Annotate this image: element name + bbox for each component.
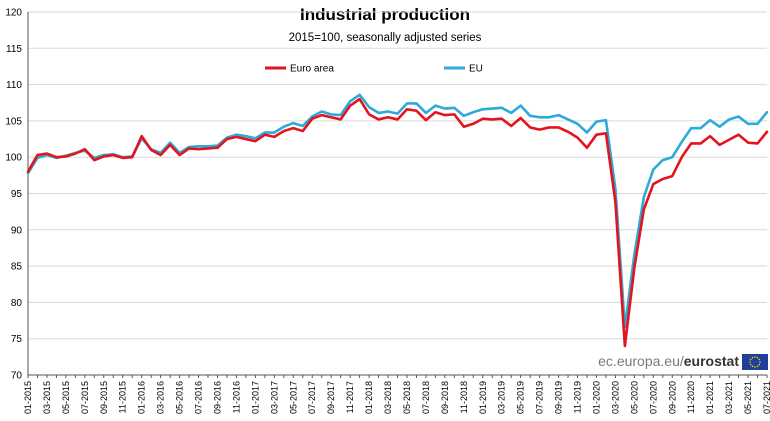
- x-tick-label: 05-2018: [402, 381, 412, 414]
- x-tick-label: 11-2017: [345, 381, 355, 413]
- legend-label-eu: EU: [469, 64, 483, 75]
- x-tick-label: 05-2020: [629, 381, 639, 414]
- x-tick-label: 01-2020: [591, 381, 601, 414]
- x-tick-label: 07-2016: [194, 381, 204, 414]
- x-tick-label: 09-2015: [99, 381, 109, 414]
- x-tick-label: 01-2016: [137, 381, 147, 414]
- x-tick-label: 01-2015: [23, 381, 33, 414]
- x-tick-label: 01-2021: [705, 381, 715, 414]
- x-tick-label: 01-2018: [364, 381, 374, 414]
- legend: Euro area EU: [265, 64, 483, 75]
- y-axis: 70 75 80 85 90 95 100 105 110 115 120: [5, 8, 29, 382]
- x-tick-label: 09-2017: [326, 381, 336, 414]
- x-tick-label: 11-2019: [573, 381, 583, 413]
- x-tick-label: 05-2021: [743, 381, 753, 414]
- x-tick-label: 07-2017: [307, 381, 317, 414]
- x-tick-label: 03-2017: [269, 381, 279, 414]
- x-tick-label: 07-2015: [80, 381, 90, 414]
- y-tick-label: 90: [11, 225, 23, 236]
- x-tick-label: 09-2019: [554, 381, 564, 414]
- legend-label-euro-area: Euro area: [290, 64, 334, 75]
- x-tick-label: 11-2018: [459, 381, 469, 413]
- x-tick-label: 05-2015: [61, 381, 71, 414]
- eu-flag-icon: [742, 354, 768, 370]
- x-tick-label: 03-2021: [724, 381, 734, 414]
- source-credit: ec.europa.eu/eurostat: [598, 353, 768, 370]
- y-tick-label: 100: [5, 153, 22, 164]
- x-tick-label: 07-2020: [648, 381, 658, 414]
- y-tick-label: 110: [6, 80, 22, 91]
- series-line-euro-area: [26, 97, 769, 348]
- x-axis: 01-2015 03-2015 05-2015 07-2015 09-2015 11-20…: [23, 374, 770, 414]
- x-tick-label: 09-2018: [440, 381, 450, 414]
- y-tick-label: 95: [11, 189, 23, 200]
- y-tick-label: 70: [11, 371, 23, 382]
- x-tick-label: 03-2015: [42, 381, 52, 414]
- y-tick-label: 75: [11, 334, 23, 345]
- y-tick-label: 80: [11, 298, 23, 309]
- x-tick-label: 11-2016: [231, 381, 241, 413]
- series-lines: [26, 93, 769, 348]
- x-tick-label: 01-2019: [478, 381, 488, 414]
- x-tick-label: 09-2016: [212, 381, 222, 414]
- gridlines: [28, 11, 767, 376]
- y-tick-label: 115: [6, 44, 22, 55]
- x-tick-label: 03-2020: [610, 381, 620, 414]
- svg-text:ec.europa.eu/eurostat: ec.europa.eu/eurostat: [598, 353, 739, 369]
- x-tick-label: 03-2018: [383, 381, 393, 414]
- x-tick-label: 11-2015: [118, 381, 128, 413]
- x-tick-label: 07-2021: [762, 381, 770, 414]
- x-tick-label: 11-2020: [686, 381, 696, 413]
- x-tick-label: 01-2017: [250, 381, 260, 414]
- x-tick-label: 05-2019: [516, 381, 526, 414]
- series-line-eu: [26, 93, 769, 329]
- source-bold: eurostat: [684, 353, 740, 369]
- chart-title: Industrial production: [300, 5, 470, 24]
- y-tick-label: 120: [5, 8, 22, 19]
- x-tick-label: 03-2016: [156, 381, 166, 414]
- y-tick-label: 105: [5, 116, 22, 127]
- x-tick-label: 05-2016: [175, 381, 185, 414]
- x-tick-label: 07-2018: [421, 381, 431, 414]
- x-tick-label: 09-2020: [667, 381, 677, 414]
- chart-subtitle: 2015=100, seasonally adjusted series: [289, 32, 482, 44]
- source-prefix: ec.europa.eu/: [598, 353, 684, 369]
- x-tick-label: 03-2019: [497, 381, 507, 414]
- x-tick-label: 07-2019: [535, 381, 545, 414]
- y-tick-label: 85: [11, 262, 23, 273]
- x-tick-label: 05-2017: [288, 381, 298, 414]
